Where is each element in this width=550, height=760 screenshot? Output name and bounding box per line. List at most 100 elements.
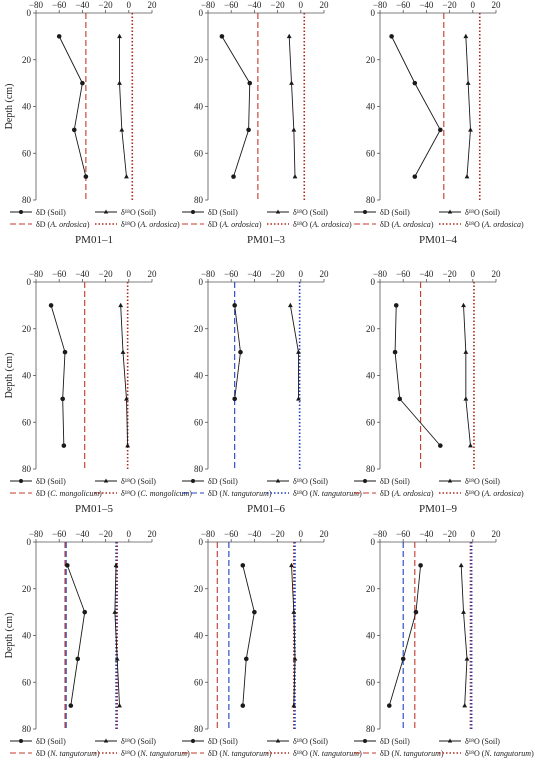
panel-PM01–3: −80 −60 −40 −20 0 20 0 20 40 60 80 δD (Soil) δ¹⁸O (S…	[182, 0, 352, 246]
x-tick-label: 0	[127, 0, 132, 10]
y-tick-label: 40	[194, 631, 204, 641]
soil-d18O-point	[291, 703, 297, 708]
soil-d18O-line	[119, 36, 127, 177]
soil-d18O-point	[464, 174, 470, 179]
y-tick-label: 60	[194, 148, 204, 158]
soil-dD-point	[75, 656, 81, 662]
legend-plant-d18O-label: δ¹⁸O (A. ordosica)	[465, 220, 524, 229]
x-tick-label: −80	[201, 269, 216, 279]
x-tick-label: −60	[52, 269, 67, 279]
x-tick-label: 20	[492, 269, 502, 279]
legend-plant-d18O-label: δ¹⁸O (N. tangutorum)	[465, 749, 534, 758]
x-tick-label: −20	[443, 529, 458, 539]
soil-dD-point	[252, 609, 257, 615]
y-tick-label: 0	[371, 537, 376, 547]
soil-dD-line	[50, 305, 66, 446]
legend-plant-d18O-label: δ¹⁸O (N. tangutorum)	[293, 749, 362, 758]
x-tick-label: 0	[127, 529, 132, 539]
y-tick-label: 80	[194, 464, 204, 474]
y-tick-label: 60	[22, 417, 32, 427]
y-tick-label: 0	[371, 277, 376, 287]
y-tick-label: 20	[194, 324, 204, 334]
x-tick-label: 20	[492, 529, 502, 539]
y-axis-label: Depth (cm)	[4, 84, 15, 130]
y-tick-label: 40	[366, 371, 376, 381]
soil-d18O-point	[461, 302, 466, 308]
legend-soil-d18O-marker	[103, 738, 109, 743]
soil-dD-point	[240, 703, 246, 708]
legend-soil-d18O-marker	[447, 738, 453, 743]
soil-dD-point	[247, 80, 253, 86]
legend-soil-d18O-marker	[275, 478, 281, 483]
x-tick-label: 0	[299, 0, 304, 10]
x-tick-label: −20	[99, 529, 114, 539]
x-tick-label: −60	[224, 269, 239, 279]
x-tick-label: −40	[247, 269, 262, 279]
x-tick-label: 0	[471, 269, 476, 279]
y-tick-label: 60	[22, 148, 32, 158]
x-tick-label: 20	[320, 269, 330, 279]
soil-d18O-point	[117, 703, 122, 708]
soil-dD-line	[391, 36, 441, 177]
legend-soil-dD-marker	[191, 479, 195, 483]
soil-d18O-point	[291, 609, 297, 614]
y-axis-label: Depth (cm)	[4, 613, 15, 659]
legend-soil-dD-marker	[19, 479, 23, 483]
soil-d18O-point	[468, 127, 473, 132]
soil-dD-point	[240, 563, 246, 568]
y-tick-label: 60	[366, 148, 376, 158]
soil-dD-point	[48, 303, 54, 308]
soil-dD-point	[438, 127, 443, 133]
soil-d18O-line	[288, 36, 296, 177]
soil-d18O-point	[117, 80, 122, 85]
x-tick-label: −40	[75, 529, 90, 539]
legend-soil-d18O-label: δ¹⁸O (Soil)	[465, 208, 500, 217]
soil-d18O-point	[125, 443, 131, 448]
legend-plant-d18O-label: δ¹⁸O (N. tangutorum)	[121, 749, 190, 758]
panel-title: PM01–1	[75, 234, 113, 246]
soil-d18O-point	[113, 562, 119, 568]
soil-dD-point	[392, 349, 398, 355]
x-tick-label: −60	[224, 529, 239, 539]
x-tick-label: −20	[99, 269, 114, 279]
soil-dD-point	[412, 80, 418, 86]
x-tick-label: −60	[52, 529, 67, 539]
panel-PM02–6: −80 −60 −40 −20 0 20 0 20 40 60 80 δD (Soil) δ¹⁸O (S…	[354, 529, 534, 758]
y-tick-label: 20	[22, 324, 32, 334]
panel-title: PM01–5	[75, 503, 113, 515]
legend-plant-d18O-label: δ¹⁸O (A. ordosica)	[121, 220, 180, 229]
soil-d18O-point	[463, 33, 469, 39]
soil-d18O-point	[458, 562, 464, 568]
x-tick-label: −20	[271, 0, 286, 10]
y-tick-label: 0	[371, 8, 376, 18]
legend-soil-dD-marker	[19, 210, 23, 214]
legend-soil-d18O-marker	[447, 209, 453, 214]
x-tick-label: 20	[492, 0, 502, 10]
x-tick-label: 20	[320, 529, 330, 539]
x-tick-label: −20	[443, 0, 458, 10]
x-tick-label: −60	[396, 269, 411, 279]
soil-d18O-line	[463, 305, 471, 446]
soil-d18O-line	[114, 565, 120, 706]
legend-soil-dD-label: δD (Soil)	[208, 208, 238, 217]
x-tick-label: −80	[29, 529, 44, 539]
soil-dD-point	[82, 609, 88, 615]
y-tick-label: 80	[194, 724, 204, 734]
soil-dD-line	[58, 36, 87, 177]
x-tick-label: −20	[271, 529, 286, 539]
legend-soil-dD-label: δD (Soil)	[36, 737, 66, 746]
legend-soil-d18O-label: δ¹⁸O (Soil)	[465, 477, 500, 486]
soil-dD-point	[397, 396, 403, 402]
x-tick-label: −60	[396, 529, 411, 539]
soil-dD-point	[389, 34, 394, 39]
y-tick-label: 60	[194, 417, 204, 427]
soil-dD-point	[438, 443, 443, 448]
soil-d18O-line	[120, 305, 129, 446]
legend-soil-dD-label: δD (Soil)	[380, 208, 410, 217]
legend-soil-dD-label: δD (Soil)	[36, 477, 66, 486]
x-tick-label: −40	[247, 0, 262, 10]
legend-plant-dD-label: δD (N. tangutorum)	[208, 749, 272, 758]
soil-dD-point	[60, 396, 65, 402]
legend-plant-dD-label: δD (A. ordosica)	[380, 220, 434, 229]
legend-soil-dD-label: δD (Soil)	[380, 737, 410, 746]
